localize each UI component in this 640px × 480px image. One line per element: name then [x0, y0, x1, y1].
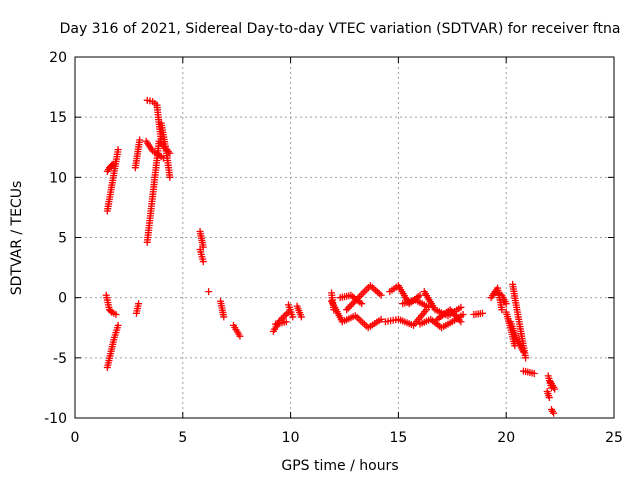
x-axis-label: GPS time / hours	[281, 458, 398, 474]
data-point	[416, 291, 424, 299]
data-point	[166, 173, 174, 181]
data-point	[343, 306, 351, 314]
data-point	[498, 306, 506, 314]
x-tick-label: 10	[282, 430, 300, 446]
data-point	[199, 258, 207, 266]
data-point	[502, 300, 510, 308]
data-point	[330, 306, 338, 314]
x-tick-label: 5	[178, 430, 187, 446]
data-point	[135, 300, 143, 308]
data-point	[110, 160, 118, 168]
data-point	[220, 313, 228, 321]
data-point	[344, 304, 352, 312]
data-point	[114, 321, 122, 329]
data-point	[348, 301, 356, 309]
data-point	[551, 385, 559, 393]
y-tick-label: 15	[49, 110, 67, 126]
x-tick-label: 0	[71, 430, 80, 446]
y-tick-labels: -10 -5 0 5 10 15 20	[44, 50, 67, 427]
data-point	[136, 136, 144, 144]
data-point	[478, 309, 486, 317]
x-tick-label: 20	[497, 430, 515, 446]
axis-ticks	[74, 56, 615, 419]
x-tick-label: 15	[389, 430, 407, 446]
y-tick-label: -10	[44, 411, 67, 427]
data-point	[114, 146, 122, 154]
data-point	[530, 369, 538, 377]
y-tick-label: 0	[58, 291, 67, 307]
data-point	[457, 318, 465, 326]
y-tick-label: 20	[49, 50, 67, 66]
data-points	[102, 96, 559, 417]
data-point	[522, 354, 530, 362]
data-point	[205, 288, 213, 296]
data-point	[545, 394, 553, 402]
data-point	[457, 303, 465, 311]
data-point	[346, 302, 354, 310]
x-tick-label: 25	[605, 430, 623, 446]
data-point	[358, 300, 366, 308]
data-point	[377, 291, 385, 299]
data-point	[377, 315, 385, 323]
data-point	[550, 409, 558, 417]
y-axis-label: SDTVAR / TECUs	[9, 181, 25, 296]
data-point	[282, 318, 290, 326]
grid-lines	[75, 57, 614, 418]
data-point	[112, 311, 120, 319]
chart-title: Day 316 of 2021, Sidereal Day-to-day VTE…	[60, 21, 621, 37]
data-point	[289, 313, 297, 321]
y-tick-label: -5	[53, 351, 67, 367]
y-tick-label: 10	[49, 170, 67, 186]
data-point	[349, 299, 357, 307]
y-tick-label: 5	[58, 231, 67, 247]
data-point	[459, 311, 467, 319]
data-point	[297, 313, 305, 321]
data-point	[236, 332, 244, 340]
x-tick-labels: 0 5 10 15 20 25	[71, 430, 623, 446]
